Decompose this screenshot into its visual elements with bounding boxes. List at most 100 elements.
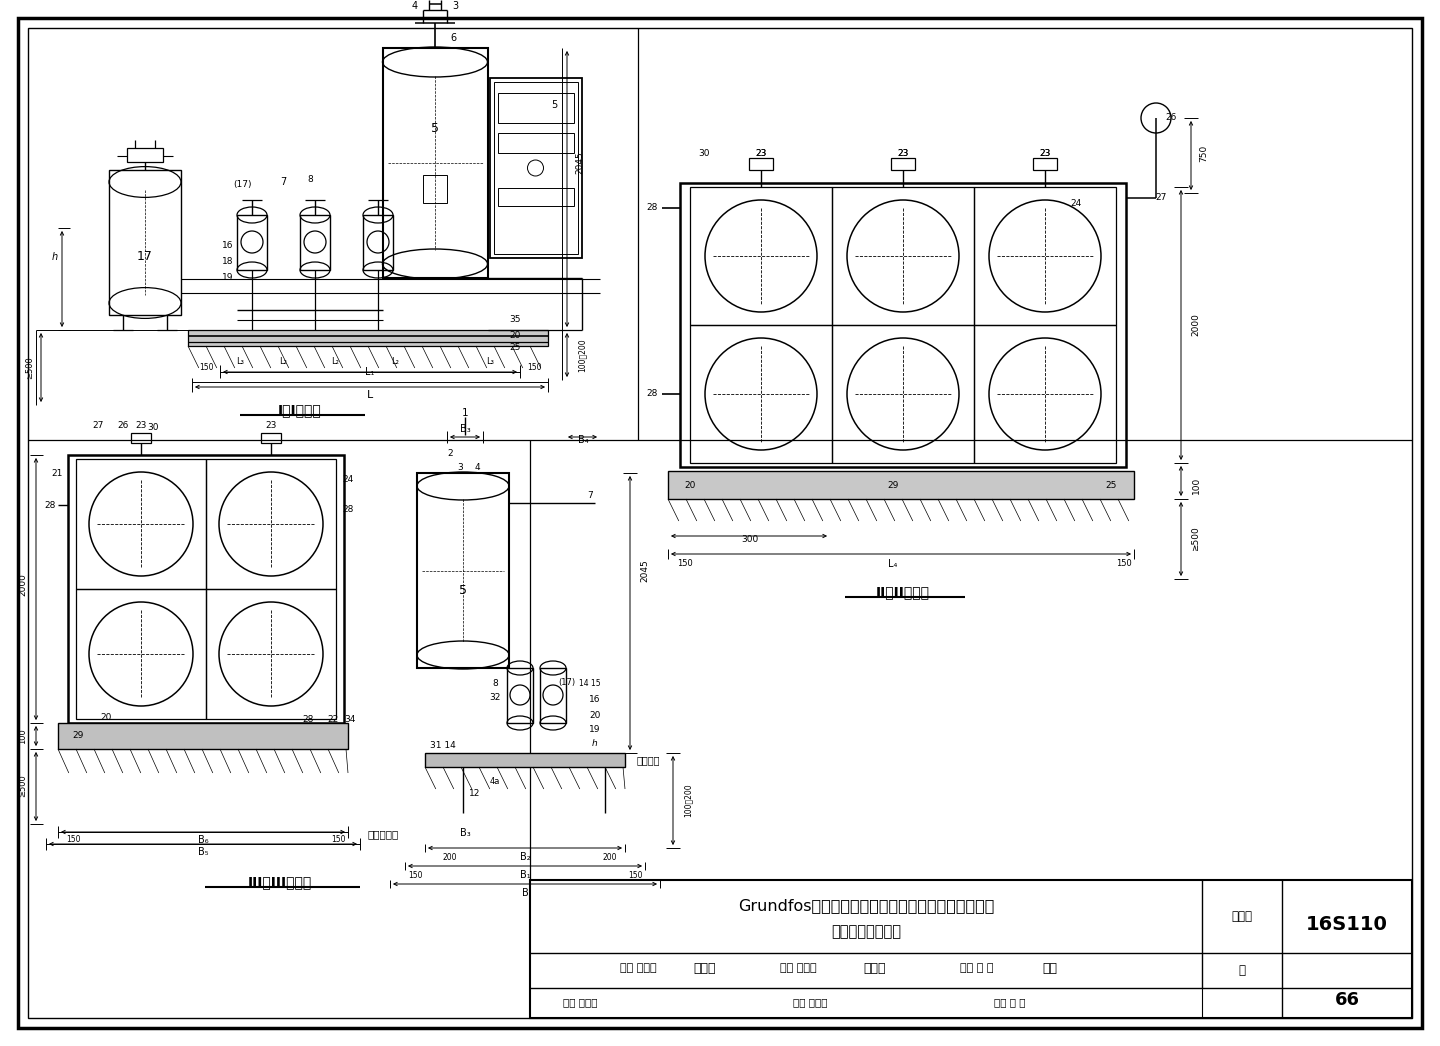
Text: 5: 5 <box>459 584 467 596</box>
Text: L₂: L₂ <box>279 357 287 365</box>
Text: 26: 26 <box>117 420 128 430</box>
Text: 1: 1 <box>462 408 468 418</box>
Text: 2: 2 <box>448 449 452 457</box>
Text: 27: 27 <box>1155 194 1166 203</box>
Text: 2000: 2000 <box>19 573 27 596</box>
Bar <box>497 188 573 206</box>
Text: 27: 27 <box>92 420 104 430</box>
Text: 29: 29 <box>72 731 84 741</box>
Text: 17: 17 <box>137 250 153 264</box>
Bar <box>1032 158 1057 170</box>
Bar <box>418 473 508 668</box>
Text: 300: 300 <box>742 535 759 544</box>
Bar <box>497 133 573 153</box>
Text: 16S110: 16S110 <box>1306 915 1388 934</box>
Text: 23: 23 <box>135 420 147 430</box>
Bar <box>76 459 206 589</box>
Text: 28: 28 <box>647 204 658 212</box>
Text: 150: 150 <box>408 870 422 880</box>
Bar <box>490 78 582 258</box>
Text: 25: 25 <box>1106 480 1116 490</box>
Bar <box>973 325 1116 463</box>
Text: 19: 19 <box>589 726 600 734</box>
Text: 4a: 4a <box>490 776 500 786</box>
Text: 20: 20 <box>510 331 521 340</box>
Bar <box>189 329 549 346</box>
Text: 16: 16 <box>589 696 600 705</box>
Text: 20: 20 <box>589 711 600 721</box>
Text: 8: 8 <box>307 176 312 184</box>
Bar <box>540 668 566 723</box>
Text: 20: 20 <box>684 480 696 490</box>
Text: L₂: L₂ <box>392 357 399 365</box>
Text: 7: 7 <box>588 491 593 500</box>
Bar <box>383 48 488 278</box>
Text: 3: 3 <box>452 1 458 12</box>
Text: 20: 20 <box>101 713 112 723</box>
Text: 23: 23 <box>1040 149 1051 158</box>
Text: 2045: 2045 <box>641 560 649 582</box>
Text: 2000: 2000 <box>1191 314 1201 337</box>
Text: I－I剖视图: I－I剖视图 <box>278 403 323 417</box>
Bar <box>363 215 393 270</box>
Bar <box>76 589 206 719</box>
Text: 150: 150 <box>677 560 693 568</box>
Bar <box>68 455 344 723</box>
Text: 200: 200 <box>603 852 618 862</box>
Text: (17): (17) <box>233 181 252 189</box>
Bar <box>206 459 336 589</box>
Text: 工程设计定: 工程设计定 <box>369 829 399 839</box>
Text: 150: 150 <box>527 364 541 372</box>
Text: 31 14: 31 14 <box>431 741 456 750</box>
Text: 30: 30 <box>698 149 710 158</box>
Text: 16: 16 <box>222 241 233 250</box>
Text: B₃: B₃ <box>459 828 471 838</box>
Text: II－II剖视图: II－II剖视图 <box>876 585 930 599</box>
Bar <box>973 187 1116 325</box>
Text: L₄: L₄ <box>888 559 897 569</box>
Bar <box>832 187 973 325</box>
Text: 150: 150 <box>199 364 213 372</box>
Bar <box>832 325 973 463</box>
Text: 24: 24 <box>1070 199 1081 207</box>
Text: 34: 34 <box>344 715 356 725</box>
Text: 设计 吴 敏: 设计 吴 敏 <box>994 997 1025 1007</box>
Text: 8: 8 <box>492 679 498 687</box>
Text: 23: 23 <box>897 149 909 158</box>
Text: ≥500: ≥500 <box>26 357 35 380</box>
Text: 21: 21 <box>52 469 63 478</box>
Text: 29: 29 <box>887 480 899 490</box>
Text: ≥500: ≥500 <box>19 775 27 797</box>
Bar <box>261 433 281 444</box>
Bar <box>891 158 914 170</box>
Text: 23: 23 <box>265 420 276 430</box>
Text: 100: 100 <box>1191 476 1201 494</box>
Text: 吴敏: 吴敏 <box>1043 961 1057 975</box>
Text: 100～200: 100～200 <box>684 783 693 817</box>
Text: 150: 150 <box>1116 560 1132 568</box>
Text: B₁: B₁ <box>520 870 530 880</box>
Text: 23: 23 <box>897 149 909 158</box>
Text: 大队长: 大队长 <box>864 961 886 975</box>
Text: 26: 26 <box>1165 114 1176 122</box>
Text: B₅: B₅ <box>197 847 209 857</box>
Text: L₂: L₂ <box>331 357 338 365</box>
Text: 设计 吴 敏: 设计 吴 敏 <box>960 963 994 973</box>
Text: h: h <box>52 252 58 262</box>
Text: 5: 5 <box>550 100 557 111</box>
Text: L₁: L₁ <box>366 367 374 377</box>
Text: (17): (17) <box>559 679 576 687</box>
Text: L: L <box>367 390 373 400</box>
Text: 审核 罗定元: 审核 罗定元 <box>563 997 598 1007</box>
Text: 22: 22 <box>327 715 338 725</box>
Text: 14 15: 14 15 <box>579 679 600 687</box>
Text: 3: 3 <box>456 462 462 472</box>
Text: 23: 23 <box>756 149 766 158</box>
Bar <box>494 82 577 254</box>
Text: 校对 吴海林: 校对 吴海林 <box>780 963 816 973</box>
Text: B₄: B₄ <box>577 435 589 445</box>
Text: B: B <box>521 888 528 899</box>
Text: 150: 150 <box>66 836 81 844</box>
Bar <box>690 325 832 463</box>
Text: 页: 页 <box>1238 963 1246 977</box>
